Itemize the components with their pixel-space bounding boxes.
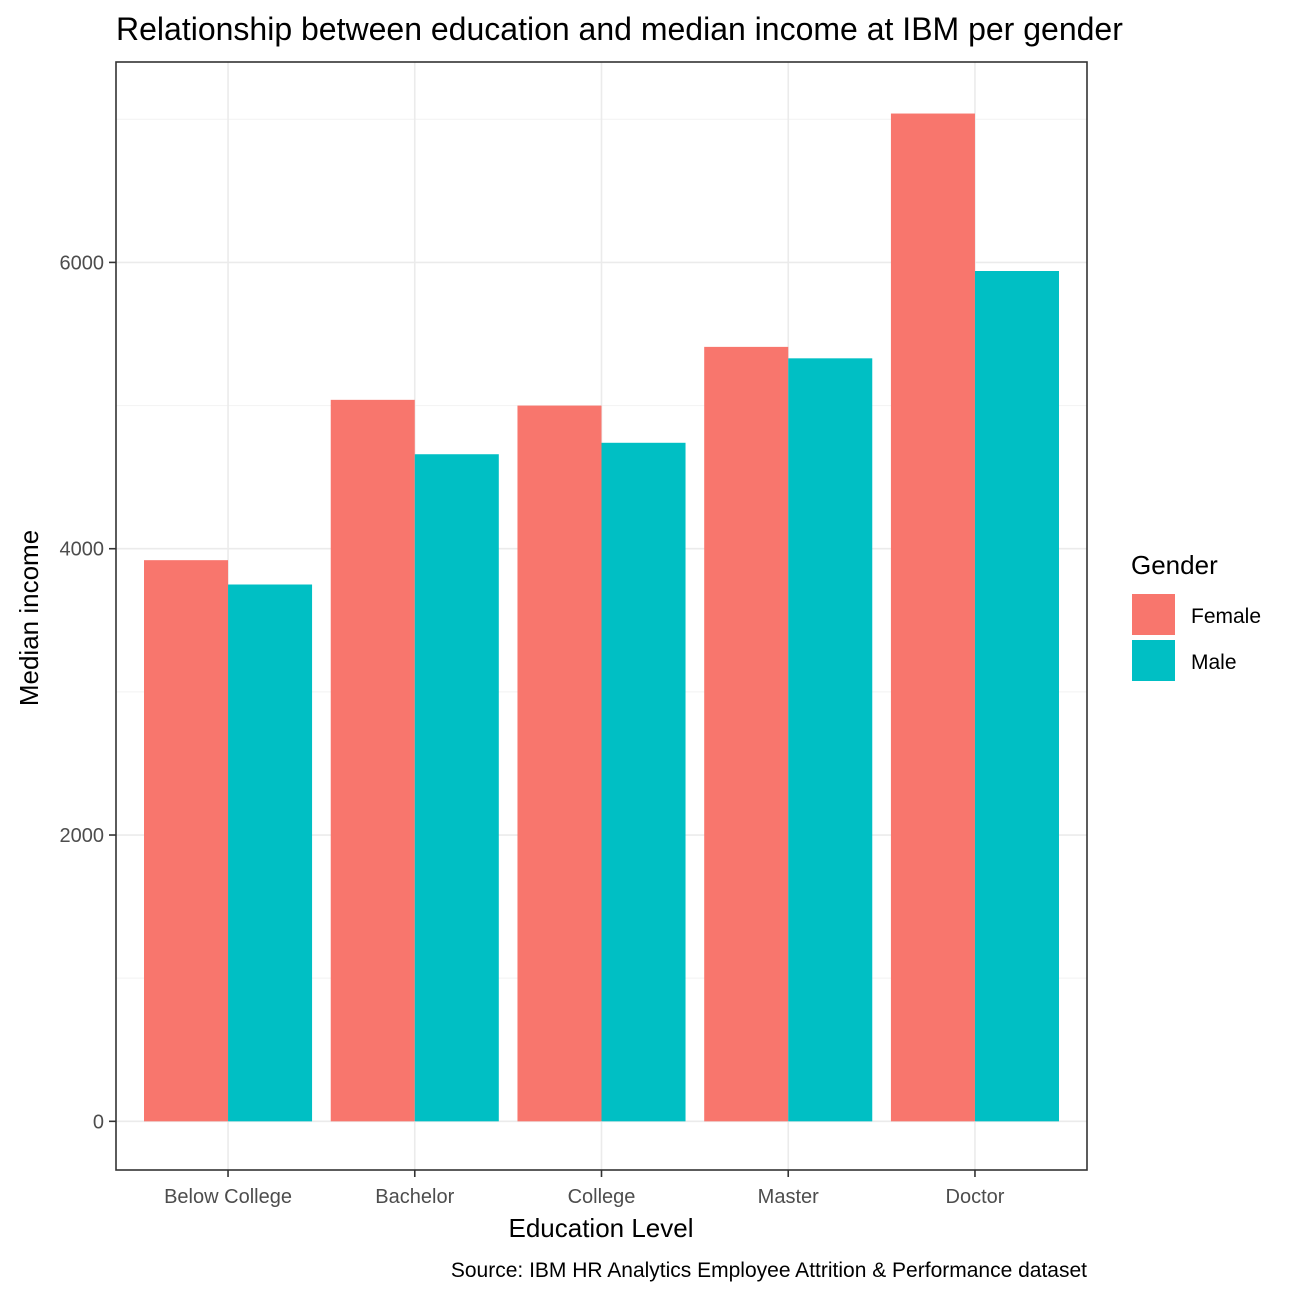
legend-label-female: Female <box>1191 605 1261 628</box>
bar-female-master <box>704 346 789 1122</box>
x-tick-label: Doctor <box>946 1186 1005 1208</box>
bar-male-master <box>788 358 873 1122</box>
y-tick-label: 2000 <box>60 825 105 847</box>
bar-male-below-college <box>228 584 313 1122</box>
bar-male-bachelor <box>414 454 499 1122</box>
bar-male-college <box>601 442 686 1122</box>
y-tick-label: 0 <box>93 1111 104 1133</box>
bars <box>144 113 1059 1122</box>
y-tick-label: 6000 <box>60 252 105 274</box>
y-axis: 0 2000 4000 6000 <box>60 252 116 1133</box>
x-tick-label: Below College <box>164 1186 292 1208</box>
legend-title: Gender <box>1131 550 1218 580</box>
legend-label-male: Male <box>1191 651 1237 674</box>
bar-female-bachelor <box>330 399 415 1122</box>
bar-female-college <box>517 405 602 1122</box>
y-axis-title: Median income <box>14 530 44 706</box>
chart-title: Relationship between education and media… <box>116 11 1123 47</box>
legend-key-female <box>1132 594 1175 635</box>
bar-female-doctor <box>890 113 975 1122</box>
x-tick-label: Master <box>758 1186 819 1208</box>
legend: Gender Female Male <box>1131 550 1261 681</box>
caption: Source: IBM HR Analytics Employee Attrit… <box>451 1259 1087 1282</box>
legend-key-male <box>1132 640 1175 681</box>
bar-female-below-college <box>144 560 229 1122</box>
x-tick-label: Bachelor <box>375 1186 454 1208</box>
y-tick-label: 4000 <box>60 539 105 561</box>
bar-male-doctor <box>974 271 1059 1122</box>
x-axis: Below College Bachelor College Master Doctor <box>164 1170 1005 1208</box>
x-tick-label: College <box>568 1186 636 1208</box>
x-axis-title: Education Level <box>508 1213 693 1243</box>
